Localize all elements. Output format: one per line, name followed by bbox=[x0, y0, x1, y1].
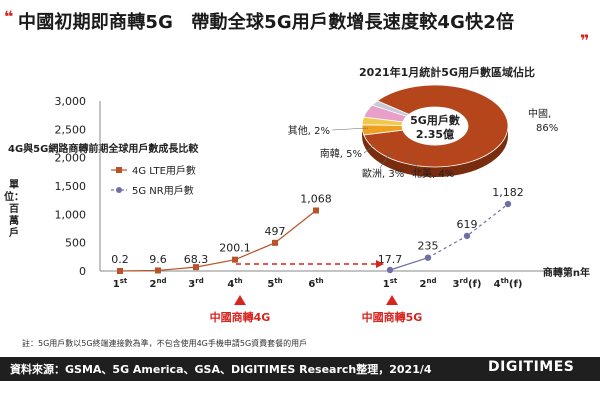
pie-label-europe: 歐洲, 3% bbox=[362, 167, 404, 180]
x-tick-label-4g: 1st bbox=[113, 277, 128, 290]
y-tick-label: 3,000 bbox=[55, 95, 87, 108]
legend-label-4g: 4G LTE用戶數 bbox=[132, 164, 196, 177]
y-tick-label: 500 bbox=[65, 237, 86, 250]
data-point-5g bbox=[386, 266, 394, 274]
data-label-4g: 9.6 bbox=[149, 253, 167, 266]
x-tick-label-4g: 5th bbox=[267, 277, 282, 290]
pie-label-china: 中國, bbox=[528, 107, 551, 120]
y-tick-label: 2,000 bbox=[55, 152, 87, 165]
launch-marker-triangle-icon bbox=[386, 295, 398, 305]
series-line-4g bbox=[119, 210, 317, 272]
y-tick-label: 0 bbox=[79, 265, 86, 278]
source-bar bbox=[0, 357, 600, 381]
pie-title: 2021年1月統計5G用戶數區域佔比 bbox=[359, 65, 535, 79]
data-label-5g: 619 bbox=[457, 218, 478, 231]
data-point-4g bbox=[272, 239, 278, 246]
pie-center-value: 2.35億 bbox=[416, 127, 454, 141]
y-tick-label: 1,000 bbox=[55, 208, 87, 221]
data-label-4g: 0.2 bbox=[111, 253, 129, 266]
pie-center-label: 5G用戶數 bbox=[410, 113, 460, 127]
launch-marker-triangle-icon bbox=[234, 295, 246, 305]
footnote: 註：5G用戶數以5G終端連接數為準，不包含使用4G手機申請5G資費套餐的用戶 bbox=[22, 339, 308, 348]
data-point-4g bbox=[313, 207, 319, 214]
data-label-5g: 235 bbox=[418, 240, 439, 253]
y-axis-label-char: 百 bbox=[9, 203, 19, 215]
pie-label-northamerica: 北美, 4% bbox=[412, 167, 454, 180]
data-label-5g: 1,182 bbox=[492, 186, 524, 199]
x-tick-label-5g: 1st bbox=[383, 277, 398, 290]
pie-leader-line bbox=[331, 127, 369, 131]
data-label-4g: 497 bbox=[265, 225, 286, 238]
series-line-5g bbox=[389, 257, 429, 271]
x-tick-label-4g: 4th bbox=[227, 277, 242, 290]
data-point-5g bbox=[424, 254, 432, 261]
y-axis-label-char: 單 bbox=[9, 179, 19, 191]
x-axis-label: 商轉第n年 bbox=[543, 266, 590, 279]
x-tick-label-4g: 6th bbox=[308, 277, 323, 290]
data-label-4g: 1,068 bbox=[300, 192, 332, 205]
title-quote-right-icon: ❞ bbox=[580, 31, 589, 50]
y-axis-label-char: 位： bbox=[4, 190, 24, 203]
pie-hole bbox=[402, 107, 468, 145]
launch-marker-label: 中國商轉5G bbox=[362, 310, 423, 324]
data-point-4g bbox=[232, 256, 238, 263]
y-tick-label: 1,500 bbox=[55, 180, 87, 193]
data-point-4g bbox=[193, 264, 199, 271]
x-tick-label-4g: 3rd bbox=[188, 277, 203, 290]
x-tick-label-5g: 4th(f) bbox=[494, 277, 523, 290]
x-tick-label-5g: 2nd bbox=[420, 277, 437, 290]
page-title: 中國初期即商轉5G 帶動全球5G用戶數增長速度較4G快2倍 bbox=[18, 12, 515, 33]
data-label-4g: 200.1 bbox=[219, 242, 251, 255]
pie-leader-line bbox=[379, 149, 393, 169]
source-text: 資料來源：GSMA、5G America、GSA、DIGITIMES Resea… bbox=[10, 363, 432, 376]
data-label-5g: 17.7 bbox=[378, 253, 403, 266]
launch-marker-label: 中國商轉4G bbox=[210, 310, 271, 324]
pie-label-china-value: 86% bbox=[536, 123, 558, 134]
y-tick-label: 2,500 bbox=[55, 123, 87, 136]
data-point-5g bbox=[463, 232, 471, 240]
pie-leader-line bbox=[363, 143, 377, 154]
data-point-4g bbox=[117, 267, 123, 274]
y-axis-label-char: 萬 bbox=[9, 214, 19, 227]
y-axis-label-char: 戶 bbox=[9, 226, 19, 239]
title-quote-left-icon: ❝ bbox=[4, 7, 13, 26]
digitimes-logo: DIGITIMES bbox=[488, 359, 575, 375]
data-point-4g bbox=[155, 267, 161, 274]
data-point-5g bbox=[504, 200, 512, 208]
legend-label-5g: 5G NR用戶數 bbox=[132, 184, 194, 197]
comparison-arrowhead-icon bbox=[376, 260, 384, 268]
line-chart-title: 4G與5G網路商轉前期全球用戶數成長比較 bbox=[8, 142, 199, 155]
pie-label-korea: 南韓, 5% bbox=[320, 147, 362, 160]
x-tick-label-4g: 2nd bbox=[150, 277, 167, 290]
data-label-4g: 68.3 bbox=[184, 253, 209, 266]
x-tick-label-5g: 3rd(f) bbox=[453, 277, 482, 290]
pie-label-other: 其他, 2% bbox=[288, 124, 330, 137]
pie-leader-line bbox=[407, 153, 419, 169]
